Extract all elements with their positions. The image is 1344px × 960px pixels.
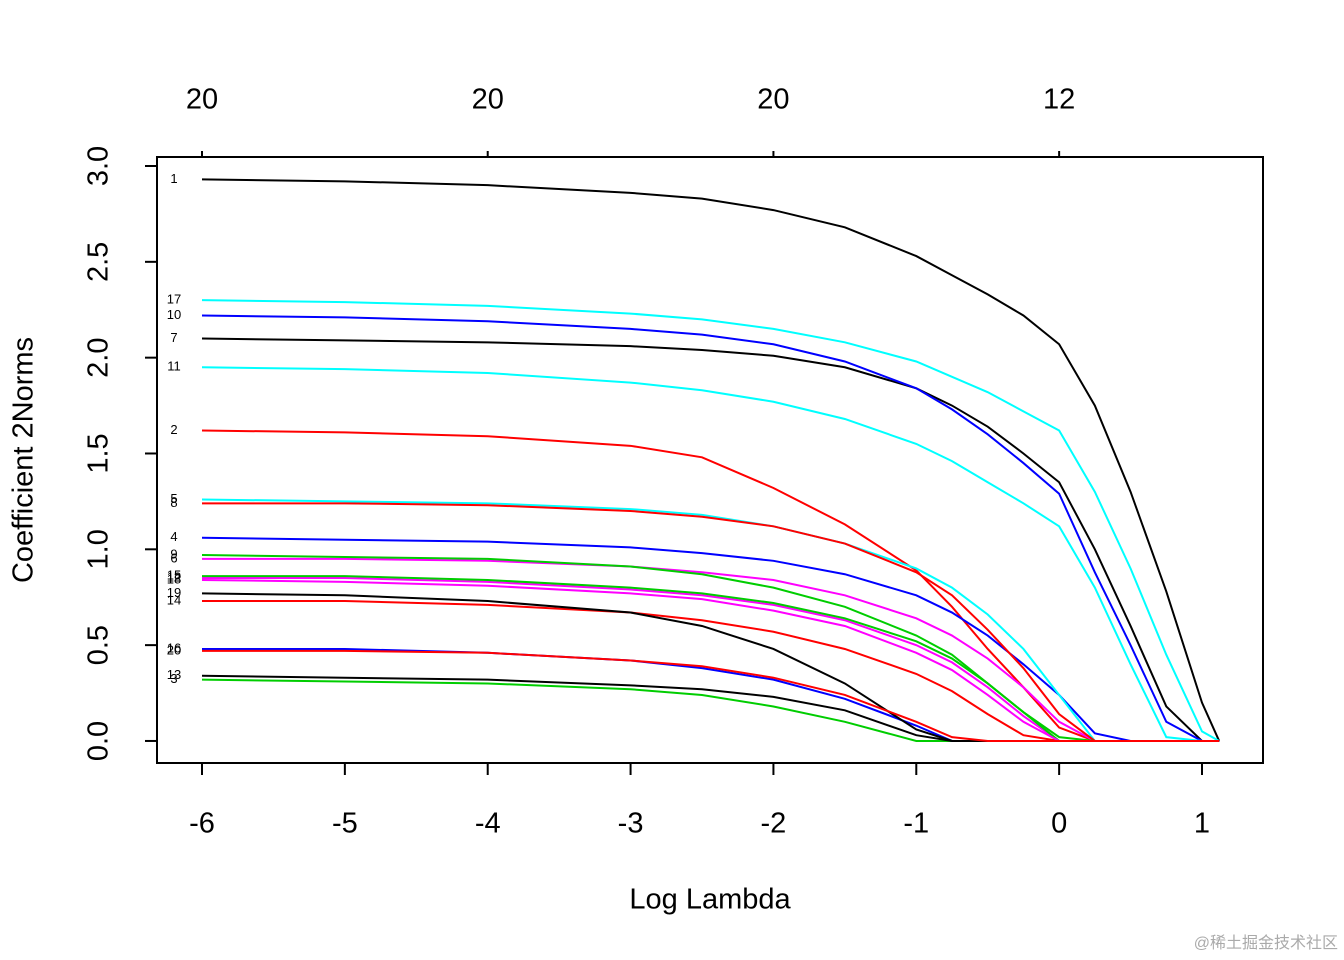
series-label: 6 — [170, 550, 177, 565]
x-tick-label: -2 — [761, 808, 787, 840]
coef-path — [201, 337, 1220, 742]
coef-path — [201, 299, 1220, 742]
x-tick-label: -3 — [618, 808, 644, 840]
y-tick-label: 1.5 — [83, 433, 115, 473]
x-tick-label: -5 — [332, 808, 358, 840]
series-label: 4 — [170, 529, 177, 544]
coef-path — [202, 647, 1220, 742]
coef-path — [201, 678, 1220, 742]
series-label: 13 — [167, 667, 181, 682]
series-label: 17 — [167, 292, 181, 307]
x-tick-label: -4 — [475, 808, 501, 840]
y-tick-label: 2.5 — [83, 242, 115, 282]
top-tick-label: 20 — [186, 84, 218, 116]
watermark: @稀土掘金技术社区 — [1194, 934, 1338, 952]
x-tick-label: 0 — [1051, 808, 1067, 840]
series-label: 14 — [167, 592, 181, 607]
coef-path — [201, 314, 1220, 742]
coef-path — [201, 178, 1221, 742]
series-label: 19 — [167, 585, 181, 600]
series-label: 3 — [170, 671, 177, 686]
top-tick-label: 20 — [757, 84, 789, 116]
series-label: 7 — [170, 330, 177, 345]
series-label: 12 — [167, 569, 181, 584]
y-tick-label: 0.5 — [83, 625, 115, 665]
y-tick-label: 3.0 — [83, 146, 115, 186]
series-label: 10 — [167, 307, 181, 322]
coef-path — [201, 498, 1220, 742]
coef-path — [201, 578, 1220, 742]
y-tick-label: 0.0 — [83, 721, 115, 761]
series-label: 5 — [170, 491, 177, 506]
series-label: 18 — [167, 571, 181, 586]
series-label: 9 — [170, 546, 177, 561]
y-tick-label: 1.0 — [83, 529, 115, 569]
coef-path — [201, 536, 1220, 742]
series-label: 1 — [170, 171, 177, 186]
top-tick-label: 12 — [1043, 84, 1075, 116]
top-tick-label: 20 — [472, 84, 504, 116]
x-axis-label: Log Lambda — [629, 884, 791, 916]
coef-path — [201, 366, 1220, 742]
series-label: 16 — [167, 640, 181, 655]
y-axis-label: Coefficient 2Norms — [8, 337, 40, 583]
coef-path — [202, 649, 1220, 742]
series-label: 8 — [170, 495, 177, 510]
y-tick-label: 2.0 — [83, 337, 115, 377]
coef-path — [202, 577, 1220, 742]
x-tick-label: -1 — [903, 808, 929, 840]
x-tick-label: 1 — [1194, 808, 1210, 840]
series-label: 11 — [167, 359, 181, 374]
series-label: 2 — [170, 422, 177, 437]
series-label: 15 — [167, 568, 181, 583]
series-label: 20 — [167, 642, 181, 657]
x-tick-label: -6 — [189, 808, 215, 840]
coef-path — [201, 429, 1220, 742]
